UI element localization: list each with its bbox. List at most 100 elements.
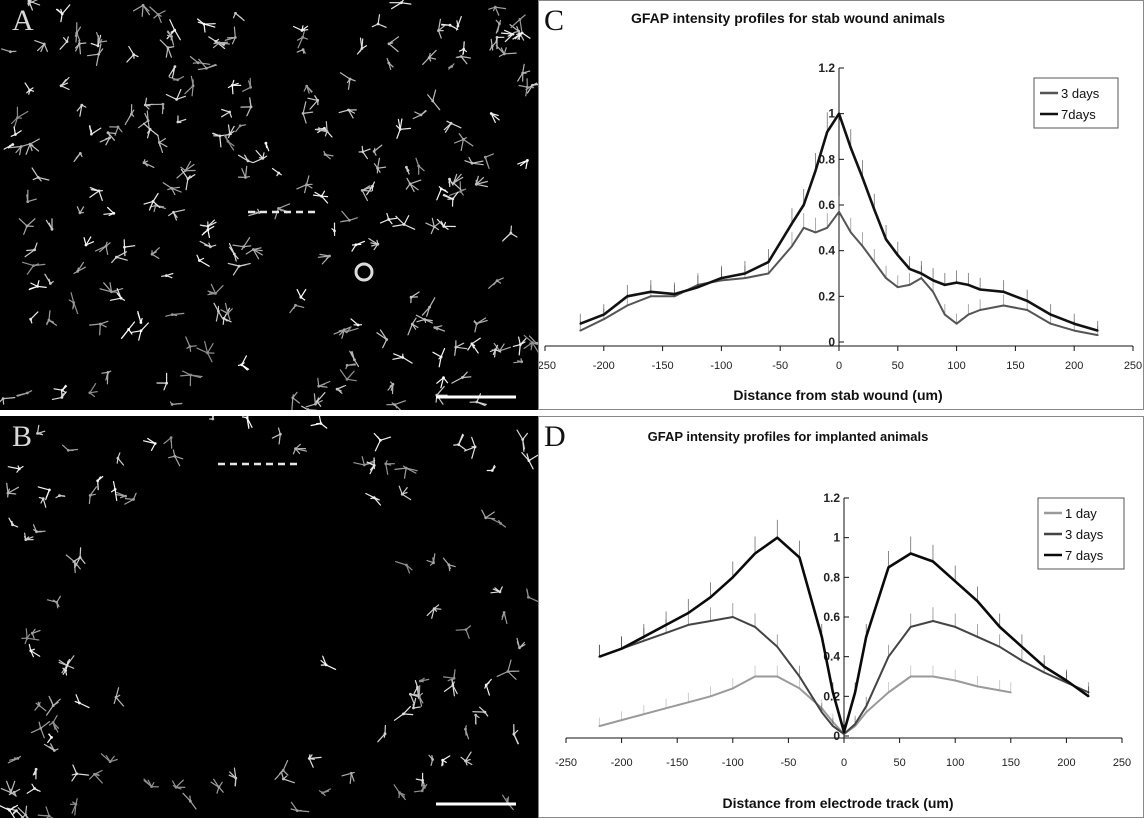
astrocyte-soma <box>372 464 376 467</box>
astrocyte-soma <box>385 338 389 341</box>
astrocyte-process <box>115 687 120 698</box>
astrocyte-soma <box>291 396 295 400</box>
astrocyte-process <box>350 351 355 361</box>
astrocyte-process <box>451 376 463 384</box>
astrocyte-soma <box>246 159 250 163</box>
astrocyte-soma <box>294 303 297 307</box>
astrocyte-process <box>523 334 534 344</box>
astrocyte-soma <box>12 790 16 794</box>
astrocyte-soma <box>150 785 154 788</box>
y-tick-label: 0.6 <box>818 198 835 212</box>
data-point <box>598 655 601 658</box>
astrocyte-soma <box>93 772 96 776</box>
astrocyte-process <box>45 705 54 716</box>
astrocyte-soma <box>294 447 297 451</box>
astrocyte-process <box>140 322 149 332</box>
astrocyte-soma <box>398 127 402 131</box>
astrocyte-process <box>412 114 422 120</box>
astrocyte-process <box>197 62 211 65</box>
astrocyte-process <box>296 184 308 190</box>
data-point <box>887 655 890 658</box>
chart-c-svg: GFAP intensity profiles for stab wound a… <box>538 10 1142 403</box>
astrocyte-soma <box>244 176 247 179</box>
astrocyte-soma <box>198 259 201 262</box>
astrocyte-process <box>25 805 28 816</box>
astrocyte-process <box>353 462 365 466</box>
y-tick-label: 0.2 <box>818 289 835 303</box>
astrocyte-process <box>373 144 383 152</box>
astrocyte-soma <box>166 46 170 50</box>
data-point <box>865 705 868 708</box>
astrocyte-soma <box>405 165 408 169</box>
astrocyte-process <box>361 189 373 192</box>
astrocyte-process <box>117 457 125 466</box>
astrocyte-process <box>206 343 214 354</box>
astrocyte-soma <box>96 479 100 483</box>
astrocyte-soma <box>314 402 317 406</box>
astrocyte-process <box>400 2 412 5</box>
astrocyte-soma <box>518 646 521 650</box>
astrocyte-process <box>294 304 305 308</box>
astrocyte-process <box>103 212 115 215</box>
astrocyte-process <box>440 347 446 358</box>
astrocyte-soma <box>400 1 403 5</box>
astrocyte-process <box>302 112 307 124</box>
astrocyte-process <box>325 664 337 670</box>
astrocyte-soma <box>96 44 100 48</box>
x-tick-label: 50 <box>893 757 905 769</box>
astrocyte-soma <box>84 243 88 247</box>
astrocyte-soma <box>473 445 477 449</box>
astrocyte-soma <box>372 496 376 500</box>
astrocyte-soma <box>261 156 265 160</box>
astrocyte-soma <box>139 329 143 333</box>
astrocyte-soma <box>454 345 458 349</box>
astrocyte-soma <box>47 318 51 322</box>
astrocyte-soma <box>174 785 178 789</box>
astrocyte-process <box>382 338 388 349</box>
astrocyte-process <box>368 238 379 245</box>
data-point <box>602 313 605 316</box>
series-line <box>599 675 1011 735</box>
astrocyte-process <box>243 237 251 248</box>
series-1 <box>598 665 1012 735</box>
data-point <box>908 268 911 270</box>
astrocyte-process <box>48 695 54 707</box>
astrocyte-process <box>189 800 197 810</box>
astrocyte-process <box>394 467 407 471</box>
x-tick-label: 150 <box>1006 360 1024 372</box>
astrocyte-soma <box>439 355 443 359</box>
astrocyte-process <box>452 684 455 697</box>
astrocyte-soma <box>37 703 41 707</box>
astrocyte-process <box>485 511 495 519</box>
astrocyte-process <box>168 65 176 77</box>
panel-label-b: B <box>12 420 33 453</box>
astrocyte-process <box>89 486 98 497</box>
y-tick-label: 0.4 <box>818 244 835 258</box>
astrocyte-process <box>5 780 12 794</box>
data-point <box>887 566 890 569</box>
data-point <box>776 675 779 678</box>
data-point <box>865 635 868 638</box>
astrocyte-process <box>29 143 40 152</box>
data-point <box>767 261 770 263</box>
x-tick-label: -150 <box>666 757 688 769</box>
astrocyte-soma <box>50 227 54 231</box>
astrocyte-soma <box>431 99 435 103</box>
astrocyte-process <box>385 463 389 475</box>
astrocyte-process <box>338 109 350 114</box>
astrocyte-soma <box>170 35 173 38</box>
astrocyte-soma <box>25 636 29 640</box>
astrocyte-process <box>458 433 464 446</box>
astrocyte-process <box>464 751 472 762</box>
data-point <box>1049 313 1052 316</box>
astrocyte-process <box>471 160 484 164</box>
astrocyte-process <box>510 18 521 29</box>
astrocyte-process <box>167 47 172 58</box>
astrocyte-soma <box>142 161 146 165</box>
data-point <box>642 635 645 638</box>
astrocyte-soma <box>26 200 30 204</box>
data-point <box>843 733 845 735</box>
astrocyte-soma <box>384 462 388 466</box>
astrocyte-process <box>204 341 209 354</box>
astrocyte-process <box>347 109 354 119</box>
